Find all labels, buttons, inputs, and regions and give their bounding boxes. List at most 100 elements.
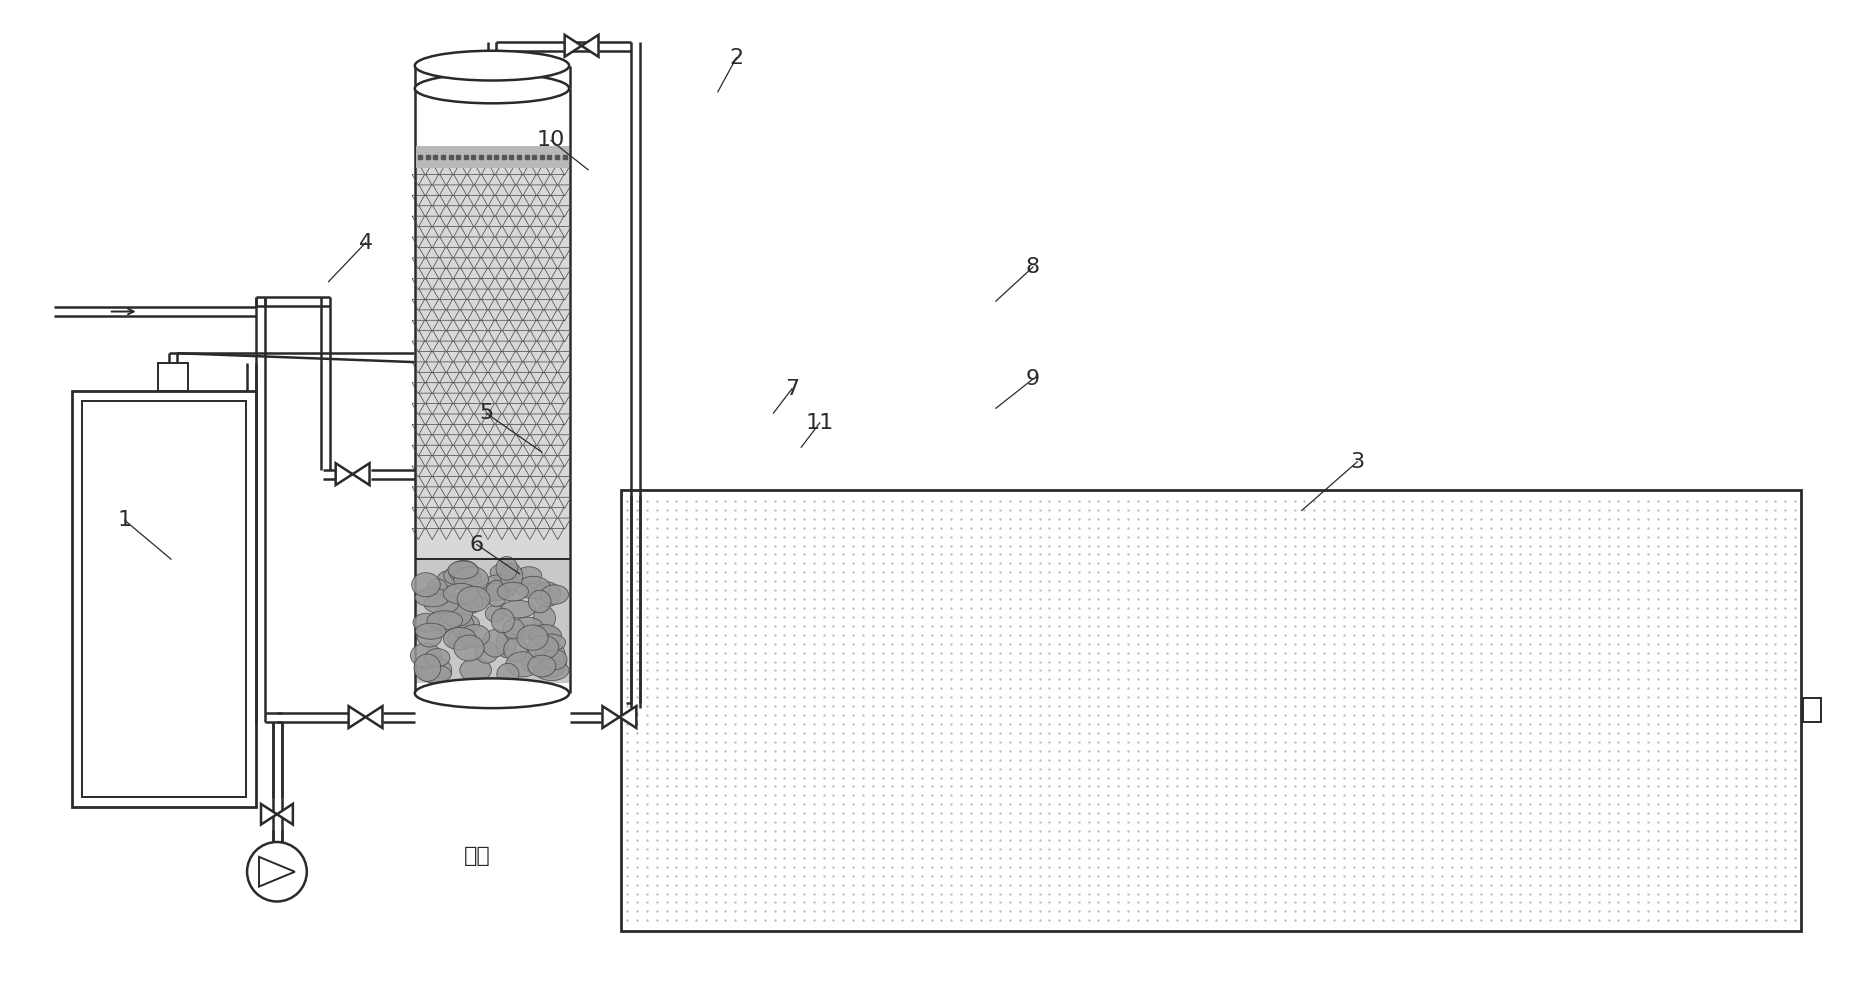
Bar xyxy=(1802,698,1821,722)
Ellipse shape xyxy=(529,590,551,613)
Ellipse shape xyxy=(542,649,568,670)
Ellipse shape xyxy=(443,567,467,584)
Ellipse shape xyxy=(505,637,527,662)
Ellipse shape xyxy=(426,611,462,629)
Ellipse shape xyxy=(480,574,516,600)
Ellipse shape xyxy=(452,615,480,633)
Ellipse shape xyxy=(497,582,529,601)
Bar xyxy=(622,490,1801,931)
Ellipse shape xyxy=(501,600,536,618)
Ellipse shape xyxy=(506,652,540,677)
Ellipse shape xyxy=(486,605,506,623)
Ellipse shape xyxy=(410,643,441,668)
Ellipse shape xyxy=(536,634,566,651)
Ellipse shape xyxy=(516,567,542,584)
Text: 8: 8 xyxy=(1026,257,1041,277)
Ellipse shape xyxy=(449,561,479,579)
Bar xyxy=(417,146,568,168)
Polygon shape xyxy=(365,706,382,728)
Polygon shape xyxy=(335,464,352,485)
Ellipse shape xyxy=(492,608,514,632)
Ellipse shape xyxy=(415,74,570,103)
Ellipse shape xyxy=(415,624,447,639)
Ellipse shape xyxy=(460,659,492,682)
Text: 6: 6 xyxy=(469,534,484,555)
Ellipse shape xyxy=(415,588,449,607)
Polygon shape xyxy=(261,804,277,825)
Ellipse shape xyxy=(527,655,557,677)
Ellipse shape xyxy=(534,606,555,630)
Ellipse shape xyxy=(521,656,546,673)
Ellipse shape xyxy=(451,568,482,588)
Ellipse shape xyxy=(534,660,570,681)
Ellipse shape xyxy=(415,679,570,708)
Bar xyxy=(73,391,257,807)
Ellipse shape xyxy=(439,600,473,627)
Ellipse shape xyxy=(534,626,559,646)
Ellipse shape xyxy=(495,557,518,580)
Ellipse shape xyxy=(482,629,508,657)
Ellipse shape xyxy=(426,578,447,598)
Ellipse shape xyxy=(454,635,484,661)
Ellipse shape xyxy=(475,641,499,663)
Ellipse shape xyxy=(452,614,475,638)
Ellipse shape xyxy=(413,614,439,631)
Ellipse shape xyxy=(516,576,551,599)
Ellipse shape xyxy=(443,627,477,650)
Ellipse shape xyxy=(536,651,566,678)
Text: 5: 5 xyxy=(479,403,493,423)
Text: 风机: 风机 xyxy=(464,846,490,866)
Ellipse shape xyxy=(415,51,570,81)
Ellipse shape xyxy=(460,625,490,647)
Ellipse shape xyxy=(512,617,544,639)
Ellipse shape xyxy=(525,581,549,599)
Text: 11: 11 xyxy=(806,412,834,433)
Ellipse shape xyxy=(490,564,519,581)
Ellipse shape xyxy=(432,608,452,634)
Ellipse shape xyxy=(436,572,456,597)
Ellipse shape xyxy=(479,583,508,601)
Ellipse shape xyxy=(449,561,479,582)
Ellipse shape xyxy=(443,583,479,604)
Ellipse shape xyxy=(417,657,452,682)
Ellipse shape xyxy=(534,641,566,668)
Text: 4: 4 xyxy=(359,233,372,252)
Ellipse shape xyxy=(540,585,568,604)
Text: 3: 3 xyxy=(1350,452,1365,471)
Ellipse shape xyxy=(462,586,493,607)
Ellipse shape xyxy=(529,625,562,646)
Polygon shape xyxy=(277,804,292,825)
Ellipse shape xyxy=(534,582,560,607)
Ellipse shape xyxy=(503,619,525,639)
Text: 2: 2 xyxy=(730,48,743,68)
Ellipse shape xyxy=(495,630,516,658)
Polygon shape xyxy=(352,464,369,485)
Ellipse shape xyxy=(447,627,473,650)
Circle shape xyxy=(248,842,307,901)
Ellipse shape xyxy=(425,648,451,667)
Ellipse shape xyxy=(413,654,441,682)
Ellipse shape xyxy=(527,635,559,660)
Polygon shape xyxy=(564,34,581,57)
Ellipse shape xyxy=(451,591,482,614)
Ellipse shape xyxy=(495,573,519,592)
Text: 1: 1 xyxy=(117,511,132,530)
Ellipse shape xyxy=(501,563,523,590)
Ellipse shape xyxy=(412,573,439,597)
Text: 7: 7 xyxy=(786,379,799,399)
Text: 9: 9 xyxy=(1026,369,1041,389)
Bar xyxy=(82,401,246,797)
Ellipse shape xyxy=(425,594,458,614)
Polygon shape xyxy=(581,34,598,57)
Ellipse shape xyxy=(486,580,506,607)
Ellipse shape xyxy=(419,665,451,683)
Ellipse shape xyxy=(417,626,441,647)
Ellipse shape xyxy=(454,567,488,593)
Ellipse shape xyxy=(497,663,519,685)
Polygon shape xyxy=(620,706,637,728)
Polygon shape xyxy=(603,706,620,728)
Ellipse shape xyxy=(518,625,547,650)
Polygon shape xyxy=(348,706,365,728)
Ellipse shape xyxy=(458,586,490,612)
Bar xyxy=(417,158,568,560)
